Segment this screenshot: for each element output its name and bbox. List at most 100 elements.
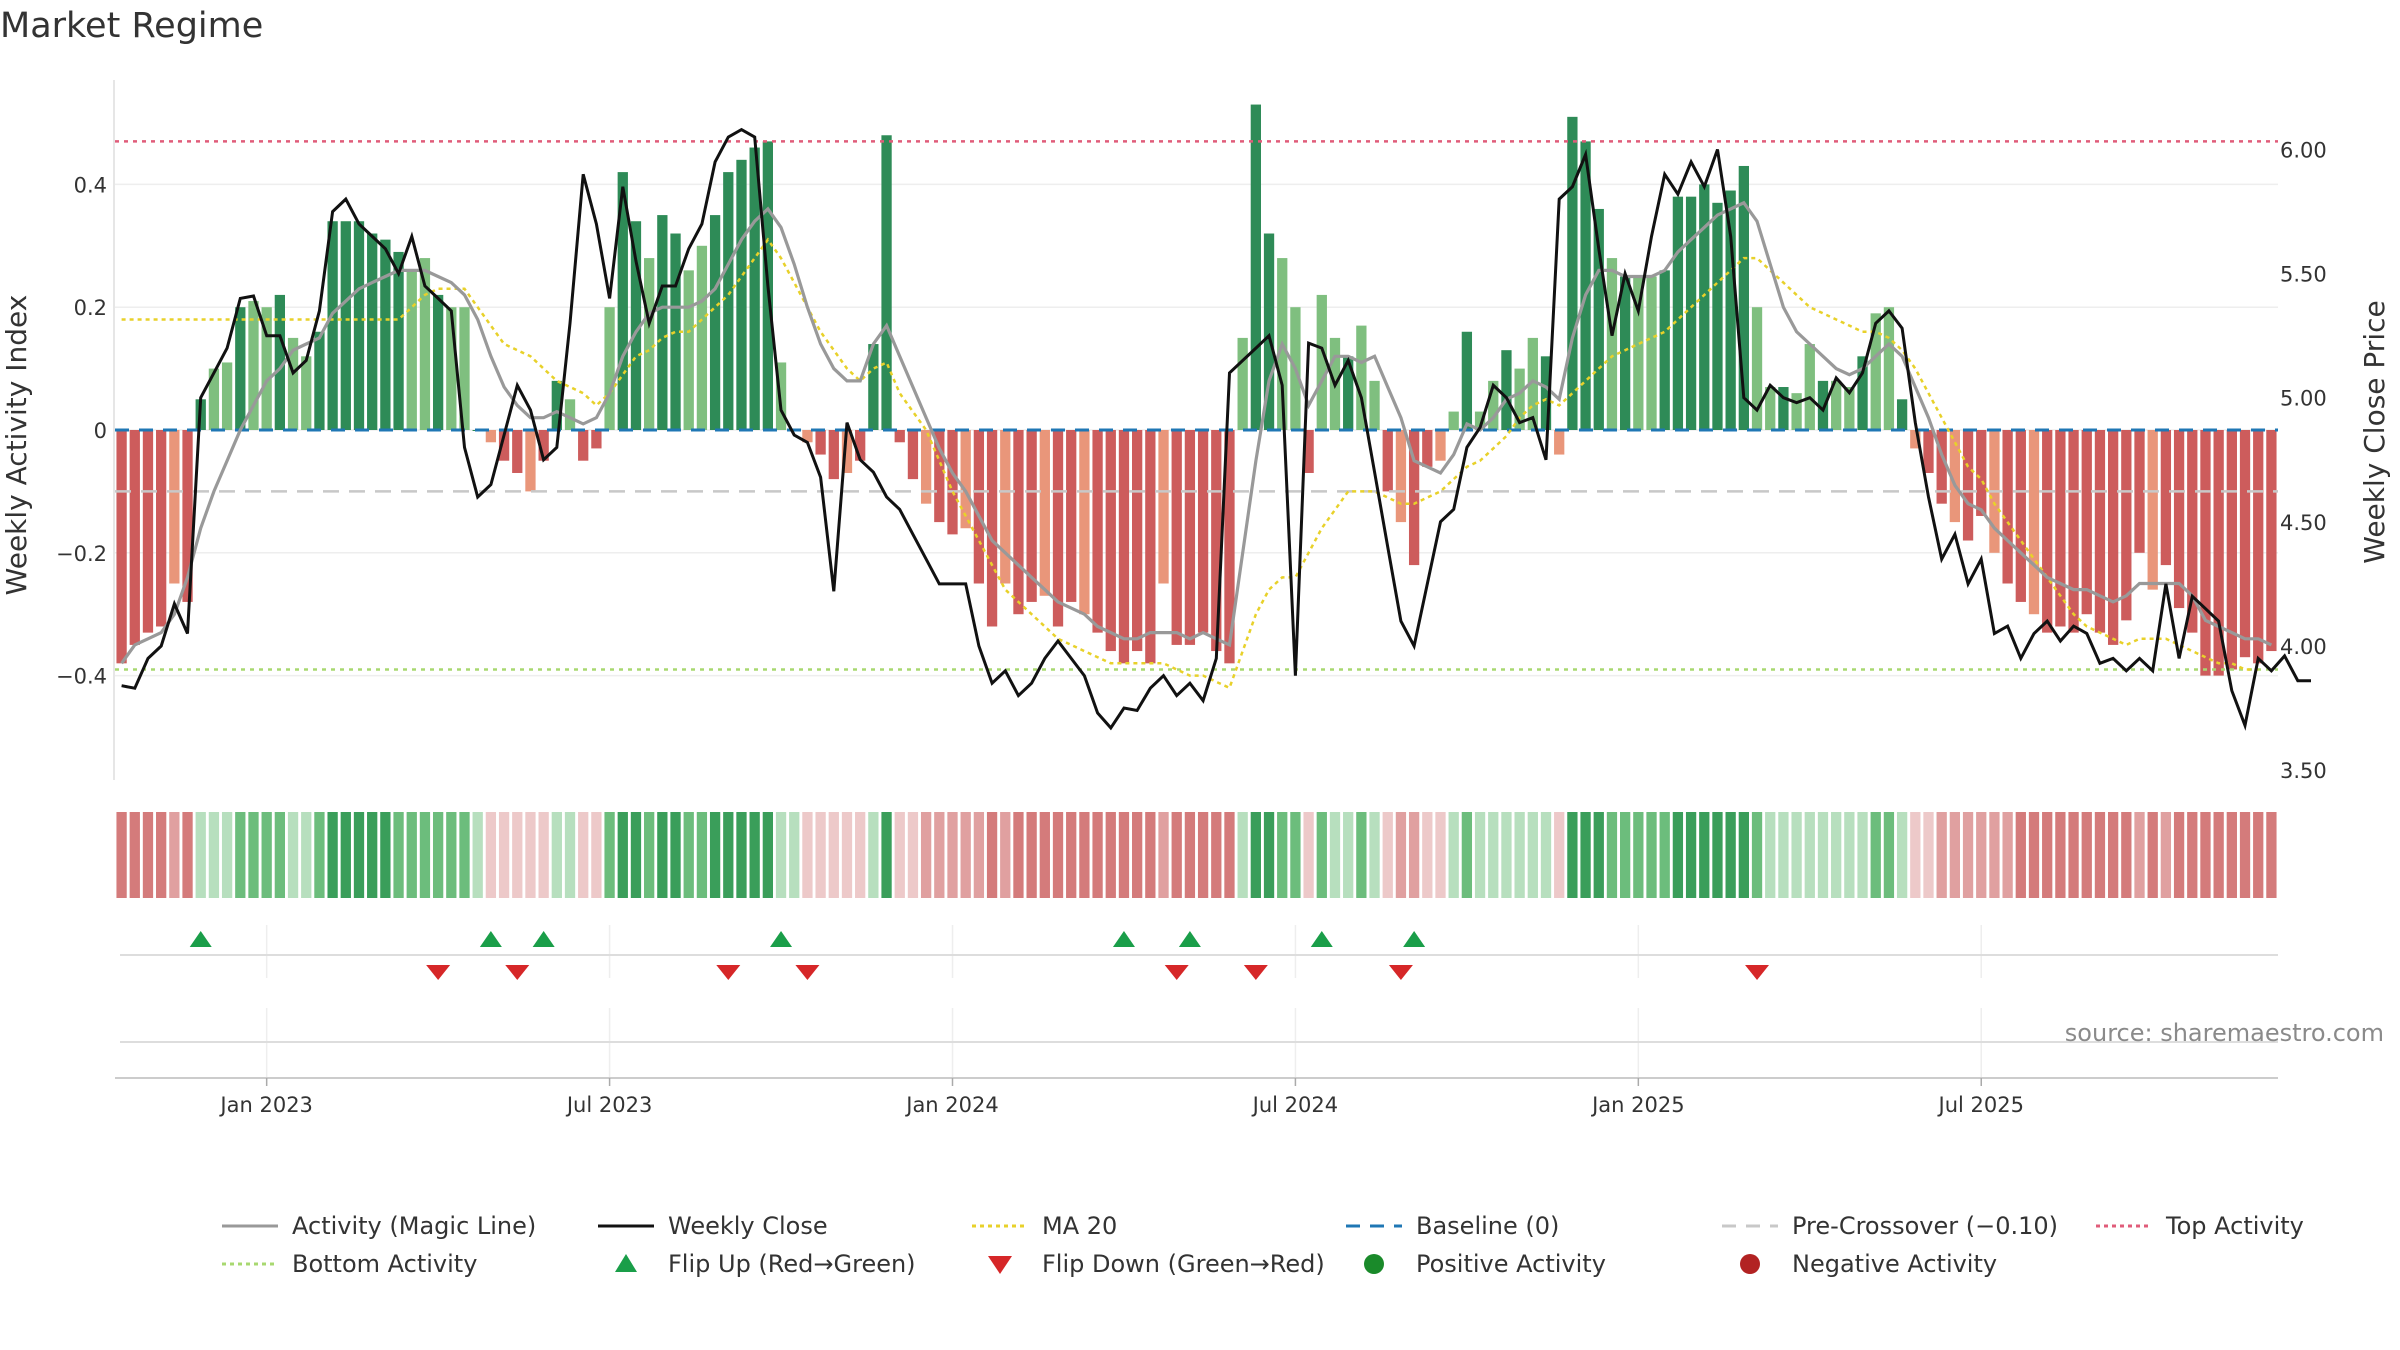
regime-cell	[195, 812, 206, 898]
regime-cell	[1962, 812, 1974, 898]
regime-cell	[1316, 812, 1327, 898]
activity-bar	[156, 430, 167, 627]
regime-cell	[855, 812, 866, 898]
legend-item: Pre-Crossover (−0.10)	[1722, 1212, 2058, 1240]
activity-bar	[2226, 430, 2237, 670]
activity-bar	[1976, 430, 1987, 516]
activity-bar	[2081, 430, 2092, 615]
activity-bar	[1712, 202, 1723, 430]
activity-bar	[1685, 196, 1697, 430]
regime-cell	[1145, 812, 1156, 898]
activity-bar	[446, 307, 457, 430]
regime-cell	[644, 812, 655, 898]
activity-bar	[1488, 380, 1499, 430]
regime-cell	[2226, 812, 2237, 898]
legend-item: Weekly Close	[598, 1212, 828, 1240]
regime-cell	[538, 812, 549, 898]
activity-bar	[367, 233, 378, 430]
activity-bar	[2055, 430, 2066, 627]
regime-cell	[1514, 812, 1525, 898]
regime-cell	[129, 812, 140, 898]
flip-down-marker	[1745, 965, 1770, 980]
activity-bar	[419, 258, 431, 430]
activity-bar	[1395, 430, 1407, 523]
activity-bar	[1474, 411, 1486, 430]
activity-bar	[1052, 430, 1064, 627]
legend-label: Top Activity	[2165, 1212, 2304, 1240]
regime-cell	[736, 812, 747, 898]
regime-cell	[446, 812, 457, 898]
activity-bar	[116, 430, 127, 664]
regime-cell	[1791, 812, 1802, 898]
activity-bar	[1870, 313, 1881, 430]
regime-cell	[301, 812, 312, 898]
regime-cell	[1329, 812, 1341, 898]
activity-bar	[2042, 430, 2053, 633]
regime-cell	[578, 812, 589, 898]
regime-cell	[1910, 812, 1921, 898]
flip-down-marker	[1164, 965, 1189, 980]
right-tick-label: 5.00	[2280, 387, 2327, 411]
regime-cell	[973, 812, 985, 898]
activity-bar	[855, 430, 866, 461]
activity-bar	[1896, 399, 1908, 430]
activity-bar	[248, 301, 259, 430]
activity-bar	[2253, 430, 2264, 664]
activity-bar	[274, 294, 286, 430]
left-axis-label: Weekly Activity Index	[0, 295, 33, 596]
regime-cell	[1619, 812, 1631, 898]
flip-markers	[120, 931, 2278, 980]
regime-cell	[169, 812, 180, 898]
legend-swatch	[988, 1256, 1012, 1274]
regime-cell	[498, 812, 510, 898]
activity-bar	[1316, 294, 1327, 430]
regime-cell	[2081, 812, 2092, 898]
activity-bar	[1039, 430, 1050, 596]
regime-cell	[459, 812, 470, 898]
activity-bar	[2028, 430, 2040, 615]
regime-cell	[591, 812, 602, 898]
activity-bar	[868, 344, 879, 430]
activity-bar	[1567, 116, 1578, 430]
activity-bar	[2160, 430, 2172, 566]
regime-cell	[353, 812, 365, 898]
flip-up-marker	[532, 931, 555, 947]
activity-bar	[221, 362, 233, 430]
page-title: Market Regime	[0, 6, 264, 46]
regime-cell	[2266, 812, 2277, 898]
activity-bar	[2173, 430, 2185, 609]
regime-cell	[472, 812, 483, 898]
legend-label: Negative Activity	[1792, 1250, 1997, 1278]
regime-cell	[1026, 812, 1037, 898]
activity-bar	[947, 430, 958, 535]
regime-cell	[723, 812, 734, 898]
x-tick-label: Jul 2024	[1251, 1093, 1338, 1117]
activity-bar	[1962, 430, 1974, 541]
activity-bar	[2213, 430, 2224, 676]
regime-cell	[142, 812, 154, 898]
activity-bar	[578, 430, 589, 461]
regime-cell	[182, 812, 193, 898]
activity-bar	[327, 221, 338, 430]
activity-bar	[960, 430, 971, 529]
activity-bar	[2239, 430, 2251, 658]
activity-bar	[1857, 356, 1868, 430]
regime-cell	[1896, 812, 1908, 898]
activity-bar	[1540, 356, 1552, 430]
regime-cell	[1250, 812, 1261, 898]
activity-bar	[235, 307, 246, 430]
activity-bar	[2015, 430, 2026, 602]
regime-cell	[551, 812, 562, 898]
activity-bar	[1580, 141, 1591, 430]
regime-cell	[709, 812, 721, 898]
regime-cell	[1013, 812, 1024, 898]
activity-bar	[551, 380, 562, 430]
activity-bar	[1633, 276, 1644, 430]
activity-bar	[564, 399, 576, 430]
regime-cell	[208, 812, 220, 898]
regime-cell	[380, 812, 391, 898]
legend-item: Negative Activity	[1740, 1250, 1997, 1278]
regime-cell	[327, 812, 338, 898]
activity-bar	[1699, 184, 1710, 430]
legend-label: Bottom Activity	[292, 1250, 477, 1278]
